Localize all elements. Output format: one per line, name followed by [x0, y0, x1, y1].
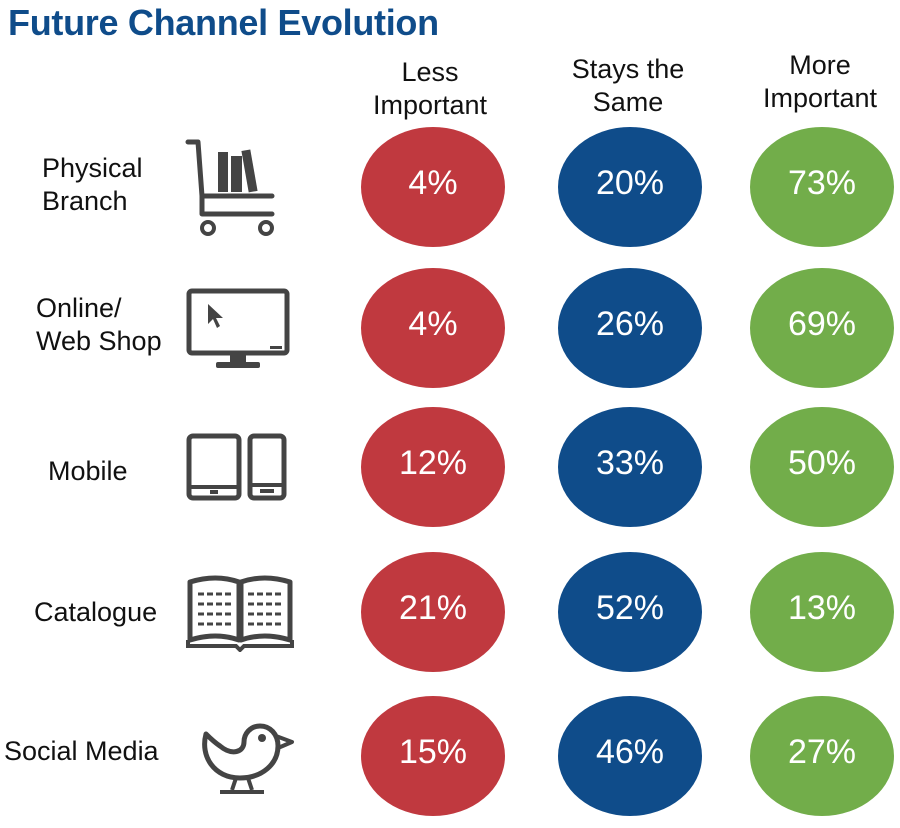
bubble-shape: [750, 696, 894, 816]
bubble-value-label: 27%: [788, 733, 856, 771]
bubble-shape: [750, 552, 894, 672]
row-label-social-media: Social Media: [4, 735, 159, 768]
bubble-shape: [558, 268, 702, 388]
column-header-line: Stays the: [571, 54, 685, 84]
row-label-catalogue: Catalogue: [34, 596, 157, 629]
row-label-line: Online/: [36, 293, 122, 323]
bubble-value-label: 12%: [399, 444, 467, 482]
bubble-less: 4%: [361, 268, 505, 388]
monitor-icon: [186, 288, 290, 368]
bubble-value-label: 13%: [788, 589, 856, 627]
bubble-shape: [750, 268, 894, 388]
row-label-line: Social Media: [4, 736, 159, 766]
column-header-line: Important: [372, 90, 488, 120]
row-label-line: Physical: [42, 153, 143, 183]
bubble-shape: [558, 696, 702, 816]
column-header-less-important: Less Important: [340, 56, 520, 122]
column-header-line: More: [789, 50, 851, 80]
tablet-phone-icon: [186, 433, 287, 501]
bubble-less: 15%: [361, 696, 505, 816]
bubble-shape: [558, 407, 702, 527]
column-header-stays-the-same: Stays the Same: [538, 53, 718, 119]
bubble-less: 4%: [361, 127, 505, 247]
bubble-value-label: 69%: [788, 305, 856, 343]
bubble-value-label: 26%: [596, 305, 664, 343]
bubble-value-label: 46%: [596, 733, 664, 771]
bubble-same: 52%: [558, 552, 702, 672]
bubble-value-label: 50%: [788, 444, 856, 482]
bubble-value-label: 20%: [596, 164, 664, 202]
bubble-value-label: 15%: [399, 733, 467, 771]
bubble-same: 46%: [558, 696, 702, 816]
row-label-mobile: Mobile: [48, 455, 128, 488]
row-label-line: Catalogue: [34, 597, 158, 627]
column-header-line: Same: [592, 87, 664, 117]
bubble-shape: [361, 552, 505, 672]
bubble-shape: [750, 127, 894, 247]
bubble-same: 26%: [558, 268, 702, 388]
bubble-same: 33%: [558, 407, 702, 527]
bubble-shape: [558, 552, 702, 672]
bubble-more: 69%: [750, 268, 894, 388]
bubble-more: 13%: [750, 552, 894, 672]
bubble-value-label: 52%: [596, 589, 664, 627]
row-label-physical-branch: Physical Branch: [42, 152, 143, 218]
bubble-less: 12%: [361, 407, 505, 527]
bubble-value-label: 21%: [399, 589, 467, 627]
row-label-line: Web Shop: [36, 326, 162, 356]
bubble-shape: [750, 407, 894, 527]
open-book-icon: [186, 575, 294, 652]
bubble-shape: [361, 268, 505, 388]
bubble-shape: [361, 696, 505, 816]
bubble-more: 50%: [750, 407, 894, 527]
bubble-less: 21%: [361, 552, 505, 672]
row-label-online-web-shop: Online/ Web Shop: [36, 292, 162, 358]
row-label-line: Mobile: [48, 456, 128, 486]
bubble-value-label: 4%: [408, 305, 457, 343]
bubble-shape: [558, 127, 702, 247]
bubble-shape: [361, 407, 505, 527]
column-header-line: Less: [401, 57, 459, 87]
bubble-value-label: 33%: [596, 444, 664, 482]
column-header-line: Important: [762, 83, 878, 113]
column-header-more-important: More Important: [730, 49, 900, 115]
bubble-same: 20%: [558, 127, 702, 247]
chart-title: Future Channel Evolution: [8, 2, 439, 43]
shopping-cart-icon: [185, 139, 275, 236]
bubble-more: 73%: [750, 127, 894, 247]
bubble-value-label: 73%: [788, 164, 856, 202]
bubble-value-label: 4%: [408, 164, 457, 202]
row-label-line: Branch: [42, 186, 128, 216]
bird-icon: [202, 723, 294, 794]
bubble-more: 27%: [750, 696, 894, 816]
bubble-shape: [361, 127, 505, 247]
